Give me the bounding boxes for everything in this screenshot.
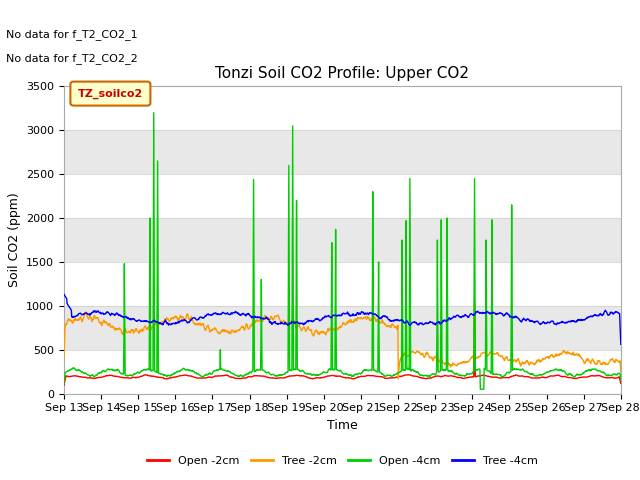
Bar xyxy=(64,130,621,174)
X-axis label: Time: Time xyxy=(327,419,358,432)
Bar xyxy=(64,350,621,394)
Legend: Open -2cm, Tree -2cm, Open -4cm, Tree -4cm: Open -2cm, Tree -2cm, Open -4cm, Tree -4… xyxy=(143,451,542,470)
Bar xyxy=(64,262,621,306)
Text: No data for f_T2_CO2_2: No data for f_T2_CO2_2 xyxy=(6,53,138,64)
Bar xyxy=(64,218,621,262)
Title: Tonzi Soil CO2 Profile: Upper CO2: Tonzi Soil CO2 Profile: Upper CO2 xyxy=(216,66,469,81)
Bar xyxy=(64,174,621,218)
Text: TZ_soilco2: TZ_soilco2 xyxy=(78,88,143,99)
Bar xyxy=(64,306,621,350)
Y-axis label: Soil CO2 (ppm): Soil CO2 (ppm) xyxy=(8,192,20,288)
Bar xyxy=(64,86,621,130)
Text: No data for f_T2_CO2_1: No data for f_T2_CO2_1 xyxy=(6,29,138,40)
